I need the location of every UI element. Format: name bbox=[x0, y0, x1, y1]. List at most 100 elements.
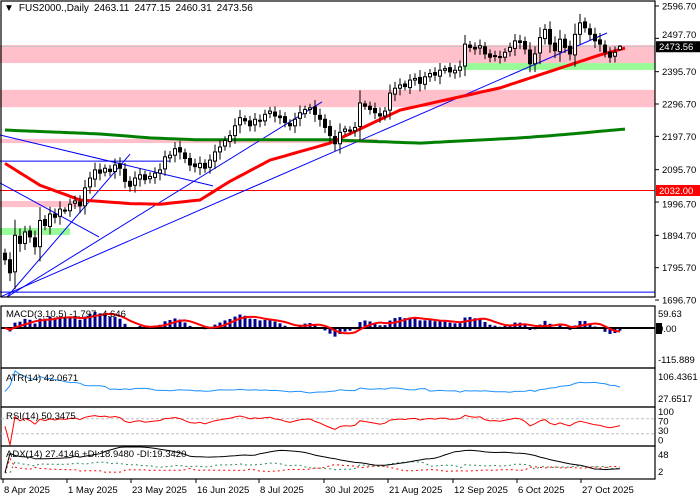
candle-bear bbox=[318, 114, 322, 120]
candle-bull bbox=[168, 154, 172, 159]
rsi-line bbox=[4, 414, 621, 446]
pane-border bbox=[0, 445, 656, 480]
macd-histogram-bar bbox=[483, 321, 487, 328]
candle-bull bbox=[338, 131, 342, 145]
candle-bear bbox=[488, 53, 492, 58]
candle-bull bbox=[453, 69, 457, 74]
macd-histogram-bar bbox=[413, 318, 417, 328]
candle-bear bbox=[183, 152, 187, 159]
macd-histogram-bar bbox=[408, 317, 412, 328]
macd-histogram-bar bbox=[88, 313, 92, 328]
candle-bear bbox=[593, 33, 597, 42]
candle-bull bbox=[253, 118, 257, 126]
macd-histogram-bar bbox=[403, 318, 407, 328]
candle-bull bbox=[103, 167, 107, 173]
candle-bear bbox=[368, 105, 372, 110]
candle-bull bbox=[23, 231, 27, 244]
macd-histogram-bar bbox=[63, 317, 67, 328]
fast-moving-average bbox=[4, 46, 626, 206]
candle-bear bbox=[518, 40, 522, 43]
macd-histogram-bar bbox=[558, 325, 562, 328]
time-axis-label: 8 Apr 2025 bbox=[4, 485, 50, 496]
atr-line bbox=[4, 370, 621, 394]
macd-histogram-bar bbox=[343, 328, 347, 332]
macd-histogram-bar bbox=[338, 328, 342, 335]
time-axis-label: 23 May 2025 bbox=[132, 485, 187, 496]
candle-bear bbox=[328, 125, 332, 137]
candle-bear bbox=[78, 201, 82, 207]
candle-bear bbox=[288, 123, 292, 127]
macd-histogram-bar bbox=[278, 323, 282, 328]
time-axis-label: 12 Sep 2025 bbox=[454, 485, 508, 496]
rsi-label: RSI(14) 50.3475 bbox=[6, 411, 76, 422]
price-axis-label: 2095.70 bbox=[662, 165, 696, 176]
macd-histogram-bar bbox=[273, 321, 277, 328]
candle-bear bbox=[63, 209, 67, 212]
macd-histogram-bar bbox=[78, 319, 82, 328]
macd-histogram-bar bbox=[183, 322, 187, 328]
macd-histogram-bar bbox=[123, 323, 127, 328]
macd-histogram-bar bbox=[38, 318, 42, 328]
resistance-zone bbox=[0, 138, 378, 144]
time-axis-label: 30 Jul 2025 bbox=[325, 485, 374, 496]
time-axis-label: 1 May 2025 bbox=[68, 485, 118, 496]
price-axis-label: 1894.70 bbox=[662, 231, 696, 242]
macd-histogram-bar bbox=[448, 322, 452, 328]
triangle-down-icon[interactable]: ▼ bbox=[4, 3, 14, 14]
macd-histogram-bar bbox=[458, 323, 462, 328]
time-axis-label: 21 Aug 2025 bbox=[389, 485, 442, 496]
macd-histogram-bar bbox=[53, 317, 57, 328]
candle-bull bbox=[48, 213, 52, 227]
time-axis-label: 6 Oct 2025 bbox=[518, 485, 564, 496]
resistance-zone bbox=[0, 45, 655, 64]
macd-histogram-bar bbox=[433, 321, 437, 328]
candle-bull bbox=[398, 84, 402, 89]
candle-bull bbox=[223, 140, 227, 147]
trendline bbox=[0, 134, 214, 187]
macd-histogram-bar bbox=[578, 320, 582, 328]
candle-bull bbox=[618, 45, 622, 51]
candle-bull bbox=[393, 87, 397, 95]
adx-label: ADX(14) 27.4146 +DI:18.9480 -DI:19.3420 bbox=[6, 449, 186, 460]
macd-histogram-bar bbox=[473, 318, 477, 328]
candle-bull bbox=[268, 110, 272, 114]
macd-histogram-bar bbox=[243, 315, 247, 328]
macd-histogram-bar bbox=[608, 328, 612, 334]
candle-bear bbox=[203, 162, 207, 169]
macd-histogram-bar bbox=[468, 317, 472, 328]
macd-histogram-bar bbox=[363, 320, 367, 328]
candle-bull bbox=[458, 66, 462, 71]
plus-di-line bbox=[5, 461, 621, 474]
macd-histogram-bar bbox=[108, 316, 112, 328]
indicator-axis-label: 30 bbox=[658, 426, 669, 437]
macd-label: MACD(3,10,5) -1.797 -4.646 bbox=[6, 309, 126, 320]
macd-histogram-bar bbox=[218, 322, 222, 328]
price-axis-label: 2197.70 bbox=[662, 132, 696, 143]
price-axis-label: 2497.70 bbox=[662, 30, 696, 41]
macd-histogram-bar bbox=[173, 318, 177, 328]
macd-histogram-bar bbox=[488, 324, 492, 328]
price-axis-label: 1996.70 bbox=[662, 200, 696, 211]
candle-bull bbox=[208, 159, 212, 168]
candle-bear bbox=[123, 168, 127, 182]
candle-bear bbox=[563, 38, 567, 48]
candle-bull bbox=[173, 148, 177, 156]
price-axis-label: 1696.70 bbox=[662, 296, 696, 307]
candle-bear bbox=[483, 46, 487, 55]
candle-bull bbox=[343, 128, 347, 132]
candle-bull bbox=[228, 135, 232, 142]
macd-histogram-bar bbox=[33, 323, 37, 328]
macd-histogram-bar bbox=[263, 319, 267, 328]
adx-line bbox=[4, 446, 621, 473]
candle-bear bbox=[98, 169, 102, 174]
indicator-axis-label: 59.63 bbox=[658, 309, 682, 320]
candle-bear bbox=[528, 49, 532, 65]
pane-border bbox=[0, 0, 656, 298]
macd-histogram-bar bbox=[43, 318, 47, 328]
macd-histogram-bar bbox=[378, 325, 382, 328]
candle-bear bbox=[468, 44, 472, 48]
candle-bull bbox=[148, 175, 152, 180]
candle-bear bbox=[608, 51, 612, 58]
candle-bear bbox=[278, 115, 282, 119]
